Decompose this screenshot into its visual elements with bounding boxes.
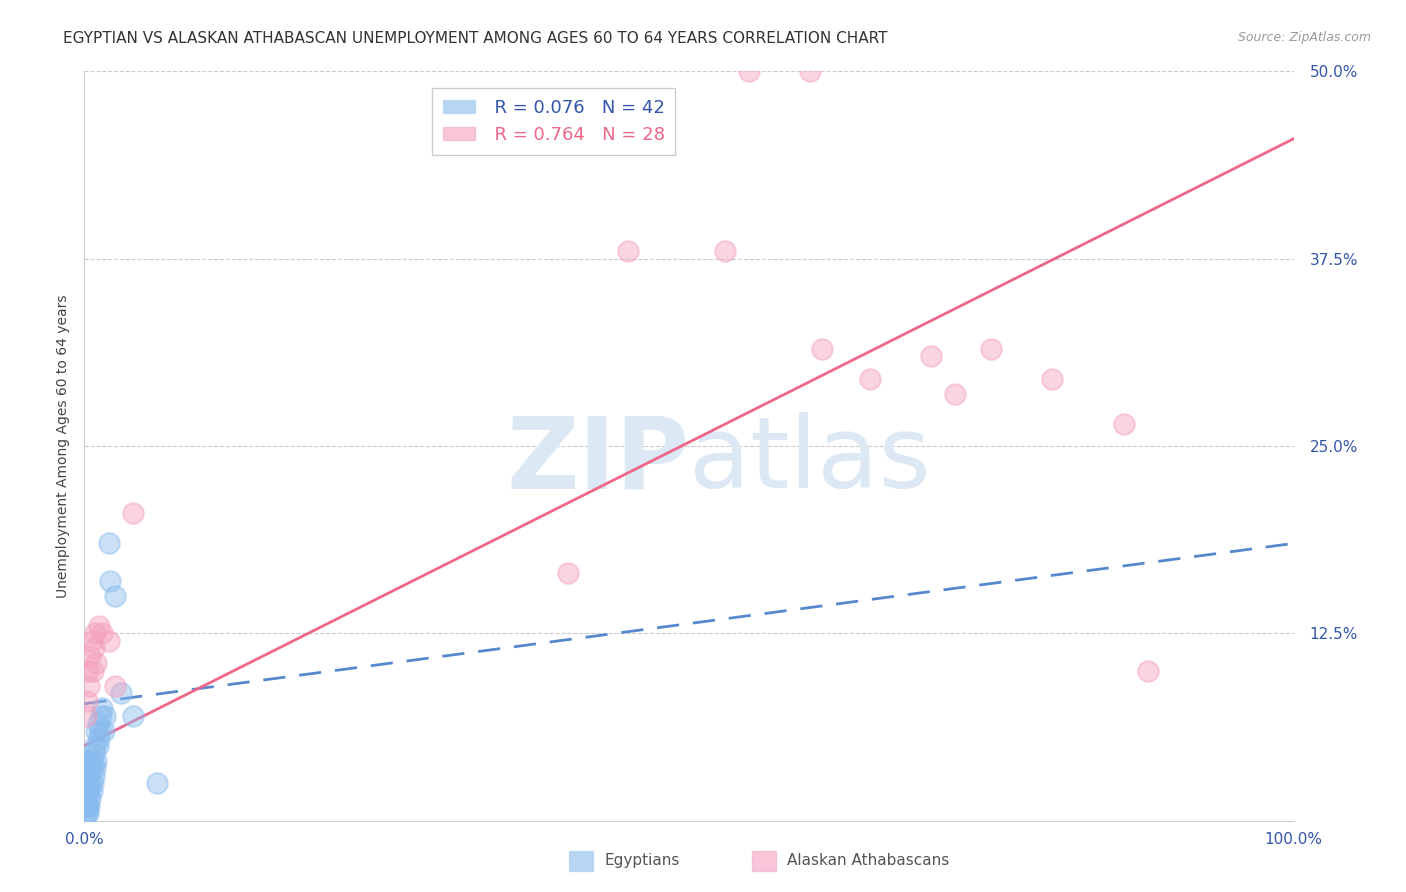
Point <box>75 791 97 805</box>
Point <box>77 798 100 813</box>
Point <box>75 708 97 723</box>
Point <box>90 708 112 723</box>
Point <box>80 783 103 797</box>
Point <box>79 754 101 768</box>
Text: EGYPTIAN VS ALASKAN ATHABASCAN UNEMPLOYMENT AMONG AGES 60 TO 64 YEARS CORRELATIO: EGYPTIAN VS ALASKAN ATHABASCAN UNEMPLOYM… <box>63 31 887 46</box>
Point <box>1137 664 1160 678</box>
Point <box>87 731 110 746</box>
Point <box>77 769 100 783</box>
Point <box>93 723 115 738</box>
Text: Alaskan Athabascans: Alaskan Athabascans <box>787 854 949 868</box>
Text: Source: ZipAtlas.com: Source: ZipAtlas.com <box>1237 31 1371 45</box>
Point <box>980 342 1002 356</box>
Point <box>110 686 132 700</box>
Point <box>77 783 100 797</box>
Point <box>83 769 105 783</box>
Text: ZIP: ZIP <box>506 412 689 509</box>
Point <box>77 806 100 821</box>
Point <box>98 574 121 588</box>
Point <box>77 798 100 813</box>
Point <box>86 754 108 768</box>
Point <box>76 798 98 813</box>
Point <box>83 746 105 760</box>
Point <box>89 723 111 738</box>
Point <box>79 648 101 663</box>
Point <box>94 708 117 723</box>
Point <box>87 619 110 633</box>
Point <box>86 716 108 731</box>
Point <box>76 754 98 768</box>
Point <box>97 633 120 648</box>
Point <box>76 769 98 783</box>
Point <box>811 342 834 356</box>
Point <box>77 754 100 768</box>
Point <box>75 798 97 813</box>
Point <box>943 386 966 401</box>
Point <box>738 64 761 78</box>
Point <box>77 664 100 678</box>
Point <box>1040 371 1063 385</box>
Point <box>104 679 127 693</box>
Point <box>859 371 882 385</box>
Point <box>617 244 640 259</box>
Point <box>104 589 127 603</box>
Point <box>97 536 120 550</box>
Point <box>77 679 100 693</box>
Point <box>84 739 107 753</box>
Point <box>76 694 98 708</box>
Text: atlas: atlas <box>689 412 931 509</box>
Point <box>83 641 105 656</box>
Point <box>80 633 103 648</box>
Point <box>76 783 98 797</box>
Point <box>86 723 108 738</box>
Point <box>146 776 169 790</box>
Point <box>84 761 107 775</box>
Point <box>799 64 821 78</box>
Legend:   R = 0.076   N = 42,   R = 0.764   N = 28: R = 0.076 N = 42, R = 0.764 N = 28 <box>432 88 675 154</box>
Point <box>86 739 108 753</box>
Point <box>920 349 942 363</box>
Point <box>121 708 143 723</box>
Point <box>79 776 101 790</box>
Point <box>82 776 104 790</box>
Point <box>82 754 104 768</box>
Point <box>557 566 579 581</box>
Point <box>91 626 114 640</box>
Point <box>79 791 101 805</box>
Point <box>91 701 114 715</box>
Point <box>82 664 104 678</box>
Point <box>121 507 143 521</box>
Text: Egyptians: Egyptians <box>605 854 681 868</box>
Point <box>77 783 100 797</box>
Point <box>80 761 103 775</box>
Y-axis label: Unemployment Among Ages 60 to 64 years: Unemployment Among Ages 60 to 64 years <box>56 294 70 598</box>
Point <box>1114 417 1136 431</box>
Point <box>76 806 98 821</box>
Point <box>75 806 97 821</box>
Point <box>86 657 108 671</box>
Point <box>714 244 737 259</box>
Point <box>84 626 107 640</box>
